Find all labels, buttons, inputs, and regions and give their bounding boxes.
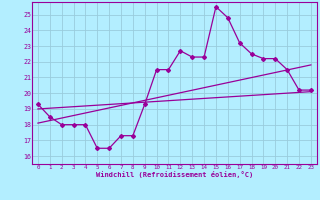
X-axis label: Windchill (Refroidissement éolien,°C): Windchill (Refroidissement éolien,°C) bbox=[96, 171, 253, 178]
